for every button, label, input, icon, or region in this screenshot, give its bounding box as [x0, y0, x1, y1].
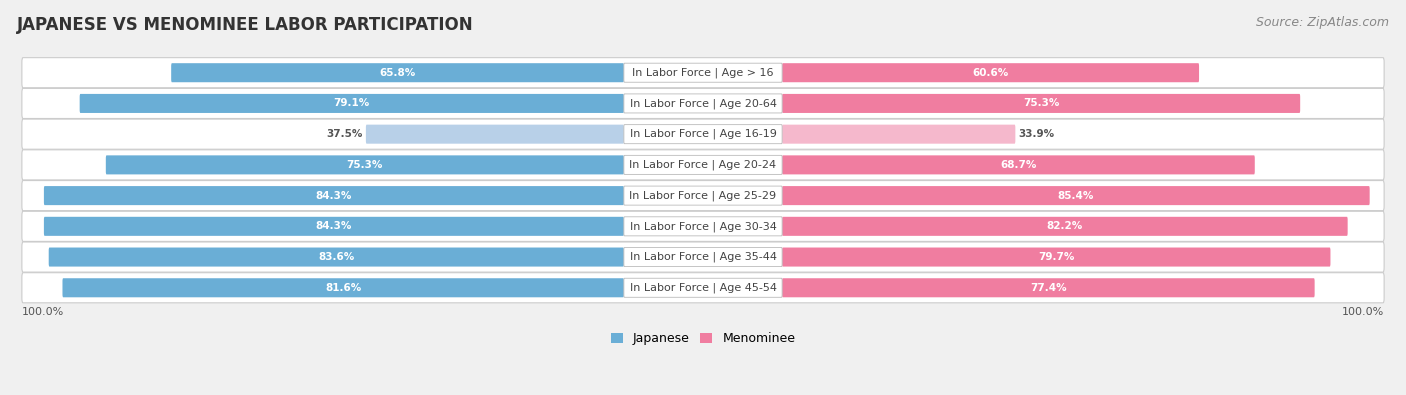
Text: 75.3%: 75.3% — [1024, 98, 1059, 109]
FancyBboxPatch shape — [105, 155, 624, 175]
Text: 84.3%: 84.3% — [316, 221, 352, 231]
Text: 79.1%: 79.1% — [333, 98, 370, 109]
Text: JAPANESE VS MENOMINEE LABOR PARTICIPATION: JAPANESE VS MENOMINEE LABOR PARTICIPATIO… — [17, 16, 474, 34]
FancyBboxPatch shape — [172, 63, 624, 82]
Text: In Labor Force | Age 16-19: In Labor Force | Age 16-19 — [630, 129, 776, 139]
Text: 68.7%: 68.7% — [1000, 160, 1036, 170]
Text: 100.0%: 100.0% — [22, 307, 65, 317]
FancyBboxPatch shape — [22, 242, 1384, 272]
FancyBboxPatch shape — [782, 248, 1330, 267]
Text: 83.6%: 83.6% — [318, 252, 354, 262]
FancyBboxPatch shape — [624, 278, 782, 297]
Text: 82.2%: 82.2% — [1046, 221, 1083, 231]
FancyBboxPatch shape — [782, 63, 1199, 82]
Text: 37.5%: 37.5% — [326, 129, 363, 139]
FancyBboxPatch shape — [44, 217, 624, 236]
FancyBboxPatch shape — [624, 125, 782, 144]
Text: 77.4%: 77.4% — [1031, 283, 1067, 293]
FancyBboxPatch shape — [624, 248, 782, 267]
FancyBboxPatch shape — [624, 186, 782, 205]
Text: 84.3%: 84.3% — [316, 191, 352, 201]
Text: In Labor Force | Age 30-34: In Labor Force | Age 30-34 — [630, 221, 776, 231]
FancyBboxPatch shape — [22, 211, 1384, 241]
Text: 75.3%: 75.3% — [347, 160, 382, 170]
FancyBboxPatch shape — [782, 186, 1369, 205]
Text: In Labor Force | Age 35-44: In Labor Force | Age 35-44 — [630, 252, 776, 262]
Text: 79.7%: 79.7% — [1038, 252, 1074, 262]
FancyBboxPatch shape — [44, 186, 624, 205]
Text: 65.8%: 65.8% — [380, 68, 416, 78]
Legend: Japanese, Menominee: Japanese, Menominee — [606, 327, 800, 350]
Text: Source: ZipAtlas.com: Source: ZipAtlas.com — [1256, 16, 1389, 29]
FancyBboxPatch shape — [22, 181, 1384, 211]
FancyBboxPatch shape — [624, 63, 782, 82]
Text: 60.6%: 60.6% — [973, 68, 1008, 78]
Text: 85.4%: 85.4% — [1057, 191, 1094, 201]
FancyBboxPatch shape — [80, 94, 624, 113]
FancyBboxPatch shape — [782, 217, 1348, 236]
FancyBboxPatch shape — [49, 248, 624, 267]
FancyBboxPatch shape — [22, 88, 1384, 118]
FancyBboxPatch shape — [624, 94, 782, 113]
Text: In Labor Force | Age 20-24: In Labor Force | Age 20-24 — [630, 160, 776, 170]
FancyBboxPatch shape — [22, 58, 1384, 88]
Text: 81.6%: 81.6% — [325, 283, 361, 293]
FancyBboxPatch shape — [782, 278, 1315, 297]
FancyBboxPatch shape — [782, 125, 1015, 144]
FancyBboxPatch shape — [624, 217, 782, 236]
FancyBboxPatch shape — [782, 155, 1254, 175]
Text: 100.0%: 100.0% — [1341, 307, 1384, 317]
Text: In Labor Force | Age 25-29: In Labor Force | Age 25-29 — [630, 190, 776, 201]
FancyBboxPatch shape — [366, 125, 624, 144]
FancyBboxPatch shape — [22, 119, 1384, 149]
FancyBboxPatch shape — [624, 155, 782, 175]
FancyBboxPatch shape — [782, 94, 1301, 113]
Text: In Labor Force | Age > 16: In Labor Force | Age > 16 — [633, 68, 773, 78]
Text: In Labor Force | Age 20-64: In Labor Force | Age 20-64 — [630, 98, 776, 109]
Text: In Labor Force | Age 45-54: In Labor Force | Age 45-54 — [630, 282, 776, 293]
FancyBboxPatch shape — [62, 278, 624, 297]
FancyBboxPatch shape — [22, 273, 1384, 303]
Text: 33.9%: 33.9% — [1019, 129, 1054, 139]
FancyBboxPatch shape — [22, 150, 1384, 180]
